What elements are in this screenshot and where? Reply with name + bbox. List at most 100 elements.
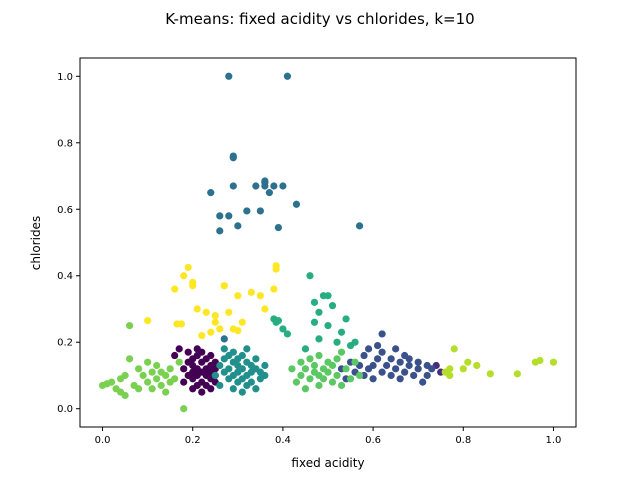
data-point [288, 365, 296, 373]
data-point [306, 355, 314, 363]
data-point [225, 308, 233, 316]
x-tick-label: 0.2 [185, 435, 201, 446]
data-point [180, 378, 188, 386]
data-point [301, 365, 310, 373]
x-tick-label: 1.0 [546, 435, 562, 446]
data-point [171, 351, 179, 360]
data-point [374, 355, 382, 363]
data-point [207, 328, 215, 336]
data-point [234, 326, 242, 335]
data-point [229, 348, 237, 356]
data-point [175, 345, 183, 353]
data-point [319, 375, 328, 383]
data-point [270, 182, 278, 190]
data-point [549, 358, 558, 366]
data-point [180, 365, 188, 373]
data-point [189, 282, 197, 290]
data-point [270, 285, 278, 293]
data-point [243, 345, 251, 353]
data-point [342, 315, 350, 323]
data-point [261, 361, 269, 370]
data-point [135, 385, 143, 393]
data-point [392, 365, 400, 373]
data-point [464, 358, 472, 366]
data-point [225, 365, 233, 373]
data-point [369, 361, 377, 370]
data-point [216, 361, 224, 370]
data-point [252, 385, 260, 393]
data-point [234, 292, 242, 300]
data-point [274, 317, 282, 325]
data-point [378, 368, 386, 376]
data-point [144, 378, 152, 386]
cluster-5-points [270, 272, 359, 353]
data-point [536, 356, 544, 365]
data-point [396, 358, 404, 366]
data-point [283, 330, 292, 338]
y-tick-label: 0.6 [57, 205, 73, 216]
data-point [405, 355, 413, 363]
chart-title: K-means: fixed acidity vs chlorides, k=1… [165, 10, 474, 28]
data-point [292, 378, 301, 386]
data-point [225, 212, 233, 220]
data-point [265, 189, 273, 197]
data-point [306, 272, 314, 280]
data-point [121, 391, 129, 400]
data-point [387, 355, 395, 363]
data-point [180, 405, 188, 413]
plot-frame [79, 57, 577, 428]
data-point [193, 305, 201, 313]
cluster-8-points [441, 345, 558, 380]
data-point [121, 371, 129, 380]
data-point [247, 288, 255, 296]
data-point [107, 378, 116, 386]
y-tick-label: 0.4 [57, 271, 73, 282]
data-point [238, 365, 246, 373]
data-point [355, 222, 364, 230]
data-point [166, 365, 174, 373]
data-point [216, 227, 224, 235]
data-point [220, 345, 228, 353]
data-point [202, 308, 210, 316]
data-point [238, 351, 246, 360]
data-point [473, 361, 481, 370]
data-point [513, 370, 521, 378]
data-point [310, 361, 319, 370]
y-axis-label: chlorides [29, 216, 43, 270]
data-point [225, 72, 233, 80]
data-point [198, 348, 206, 356]
x-tick-label: 0.4 [275, 435, 291, 446]
cluster-6-points [288, 348, 364, 393]
cluster-4-points [211, 345, 269, 396]
y-tick-label: 0.2 [57, 338, 73, 349]
data-point [364, 345, 373, 353]
data-point [396, 375, 404, 383]
data-point [229, 154, 237, 162]
data-point [333, 338, 341, 346]
data-point [328, 378, 337, 386]
data-point [220, 335, 228, 343]
data-point [177, 320, 186, 328]
data-point [355, 371, 364, 380]
x-tick-label: 0.6 [365, 435, 381, 446]
data-point [410, 371, 418, 380]
data-point [162, 371, 170, 380]
data-point [351, 338, 359, 346]
data-point [310, 298, 319, 306]
data-point [292, 200, 301, 208]
ticks-layer: 0.0 0.2 0.4 0.6 0.8 1.0 0.0 0.2 0.4 0.6 0.8 1.0 [57, 72, 561, 446]
data-point [315, 351, 323, 360]
data-point [261, 371, 269, 380]
y-tick-label: 1.0 [57, 72, 73, 83]
data-point [301, 345, 310, 353]
data-point [378, 330, 386, 338]
data-point [333, 371, 341, 380]
data-point [414, 365, 422, 373]
data-point [279, 182, 287, 190]
data-point [346, 375, 355, 383]
data-point [405, 361, 413, 370]
data-point [297, 371, 305, 380]
